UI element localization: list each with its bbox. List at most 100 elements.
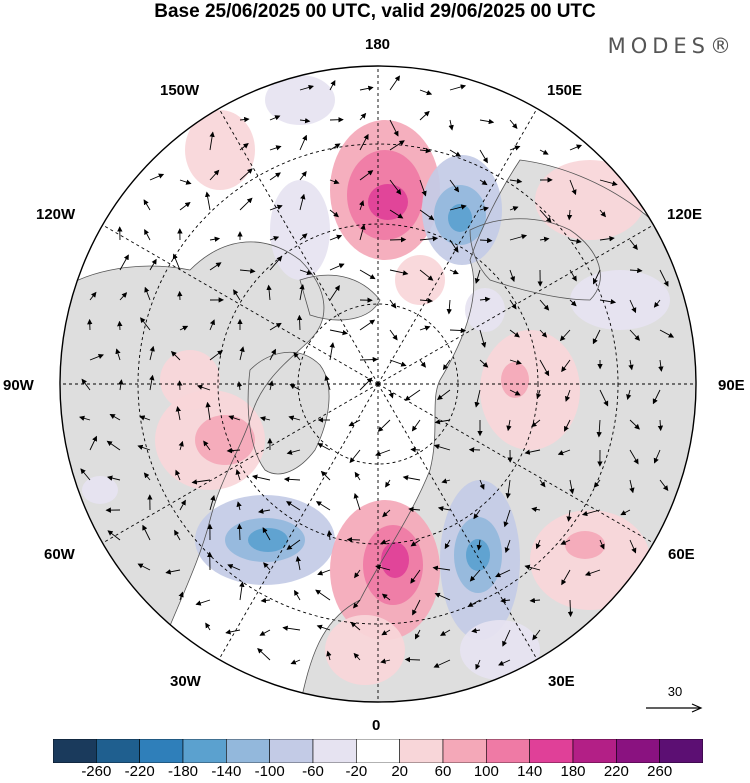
wind-arrow	[509, 234, 528, 241]
wind-arrow	[346, 536, 361, 543]
wind-arrow	[143, 199, 151, 211]
coastlines	[60, 159, 696, 702]
wind-arrow	[653, 449, 661, 464]
wind-arrow	[469, 569, 481, 582]
wind-arrow	[296, 314, 303, 331]
wind-arrow	[479, 359, 489, 368]
wind-arrow	[414, 629, 421, 640]
wind-arrow	[653, 299, 661, 308]
wind-arrow	[524, 449, 541, 455]
wind-arrow	[259, 629, 271, 636]
colorbar-swatch	[616, 739, 660, 763]
wind-arrow	[569, 179, 577, 196]
wind-arrow	[433, 659, 451, 668]
wind-arrow	[560, 539, 571, 545]
wind-arrow	[620, 509, 631, 516]
wind-arrow	[354, 569, 361, 579]
wind-arrow	[107, 475, 121, 481]
lon-label-120e: 120E	[667, 206, 703, 223]
wind-arrow	[205, 622, 211, 631]
wind-arrow	[179, 201, 191, 211]
anomaly-contour	[248, 528, 288, 552]
wind-arrow	[502, 629, 511, 647]
wind-arrow	[432, 565, 451, 571]
wind-arrow	[294, 589, 301, 601]
wind-arrow	[535, 539, 541, 550]
wind-arrow	[509, 119, 518, 129]
wind-arrow	[149, 258, 157, 271]
wind-arrow	[80, 468, 91, 481]
wind-arrow	[257, 647, 271, 661]
wind-arrow	[109, 413, 121, 421]
wind-arrow	[236, 381, 243, 391]
wind-vectors	[79, 75, 675, 670]
lon-label-120w: 120W	[36, 206, 76, 223]
wind-arrow	[375, 449, 391, 457]
wind-arrow	[475, 659, 481, 670]
wind-arrow	[389, 236, 407, 243]
wind-arrow	[143, 472, 151, 481]
wind-arrow	[599, 389, 609, 407]
wind-arrow	[353, 652, 361, 661]
wind-arrow	[389, 140, 405, 151]
wind-arrow	[657, 419, 664, 432]
colorbar-swatch	[399, 739, 444, 763]
anomaly-contour	[465, 288, 505, 332]
wind-arrow	[226, 447, 241, 454]
wind-arrow	[529, 597, 541, 604]
meridian-line	[102, 224, 379, 385]
wind-arrow	[509, 178, 523, 184]
wind-arrow	[286, 539, 301, 550]
wind-arrow	[539, 149, 549, 155]
wind-arrow	[239, 268, 256, 274]
wind-arrow	[569, 238, 582, 244]
wind-arrow	[329, 209, 340, 218]
colorbar-tick-label: 100	[473, 763, 499, 780]
wind-arrow	[567, 599, 574, 618]
wind-arrow	[175, 469, 181, 481]
wind-arrow	[117, 320, 123, 331]
wind-arrow	[509, 299, 517, 310]
wind-arrow	[599, 209, 606, 218]
wind-arrow	[324, 375, 331, 391]
anomaly-contour	[325, 615, 405, 685]
wind-arrow	[233, 289, 241, 301]
wind-arrow	[178, 440, 184, 451]
colorbar-tick-label: 180	[560, 763, 586, 780]
wind-arrow	[404, 389, 421, 401]
wind-arrow	[569, 299, 577, 307]
wind-arrow	[239, 581, 245, 601]
wind-arrow	[89, 435, 97, 451]
wind-arrow	[389, 269, 409, 276]
wind-arrow	[449, 327, 467, 334]
wind-arrow	[509, 269, 516, 283]
wind-arrow	[479, 237, 493, 244]
wind-arrow	[299, 284, 305, 301]
wind-arrow	[479, 206, 489, 212]
wind-arrow	[449, 204, 467, 211]
wind-arrow	[137, 563, 151, 571]
wind-arrow	[137, 444, 151, 451]
wind-arrow	[209, 131, 215, 151]
colorbar-swatch	[226, 739, 270, 763]
wind-arrow	[419, 179, 427, 197]
map-border	[59, 65, 697, 703]
wind-arrow	[444, 539, 451, 550]
wind-arrow	[329, 342, 335, 361]
wind-arrow	[437, 506, 451, 512]
wind-arrow	[269, 348, 276, 361]
wind-arrow	[165, 569, 181, 575]
wind-arrow	[659, 269, 669, 287]
wind-arrow	[539, 209, 552, 223]
wind-arrow	[599, 539, 605, 550]
wind-arrow	[659, 329, 675, 338]
wind-arrow	[566, 509, 572, 522]
wind-arrow	[442, 359, 451, 371]
wind-arrow	[479, 296, 491, 303]
wind-arrow	[404, 656, 421, 663]
wind-arrow	[227, 564, 241, 571]
wind-arrow	[179, 325, 189, 331]
wind-arrow	[175, 406, 181, 421]
colorbar-tick-label: 140	[517, 763, 543, 780]
wind-arrow	[205, 401, 211, 421]
